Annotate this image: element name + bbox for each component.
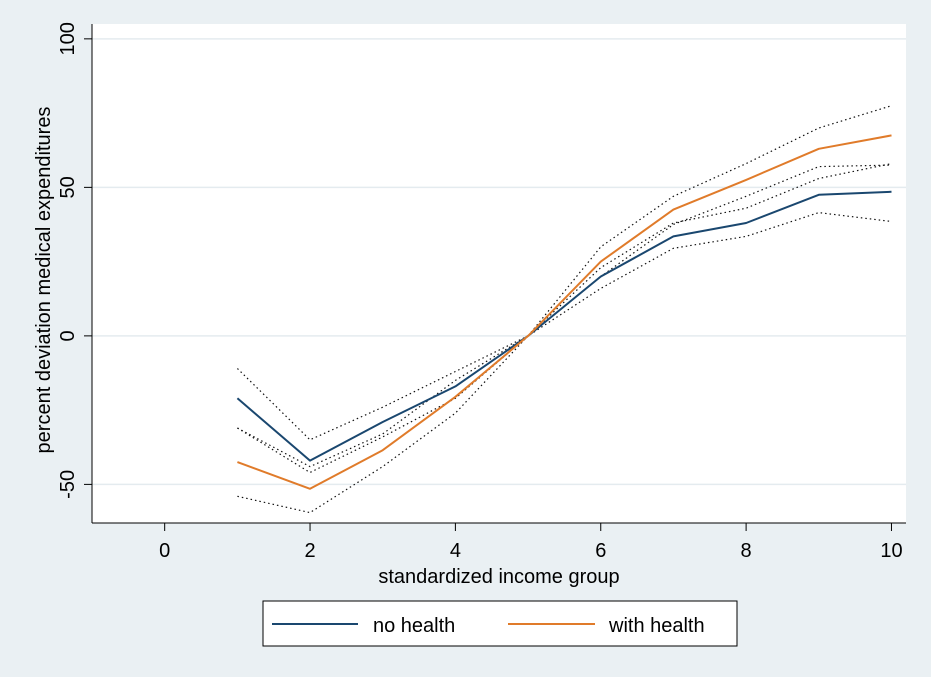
- gridlines: [92, 38, 906, 486]
- x-tick-label: 2: [304, 540, 315, 562]
- x-axis-title: standardized income group: [378, 566, 619, 588]
- legend-label-no-health: no health: [373, 615, 455, 637]
- x-tick-label: 8: [741, 540, 752, 562]
- series-layer: [236, 105, 892, 514]
- y-tick-label: 50: [57, 176, 79, 198]
- y-axis-title: percent deviation medical expenditures: [33, 107, 55, 454]
- ci-upper-line-with-health: [237, 105, 892, 468]
- ci-lower-line-with-health: [237, 164, 892, 514]
- y-tick-label: 0: [57, 330, 79, 341]
- legend-label-with-health: with health: [608, 615, 705, 637]
- series-line-with-health: [237, 134, 892, 490]
- x-tick-label: 0: [159, 540, 170, 562]
- x-tick-label: 10: [880, 540, 902, 562]
- series-line-no-health: [236, 190, 892, 462]
- x-tick-label: 4: [450, 540, 461, 562]
- x-tick-label: 6: [595, 540, 606, 562]
- y-tick-label: 100: [57, 22, 79, 55]
- legend: no health with health: [262, 600, 738, 647]
- ci-lower-line-no-health: [237, 211, 892, 474]
- x-ticks: 0 2 4 6 8 10: [159, 523, 903, 562]
- y-ticks: -50 0 50 100: [57, 22, 92, 499]
- plot-area: [92, 24, 906, 523]
- y-tick-label: -50: [57, 470, 79, 499]
